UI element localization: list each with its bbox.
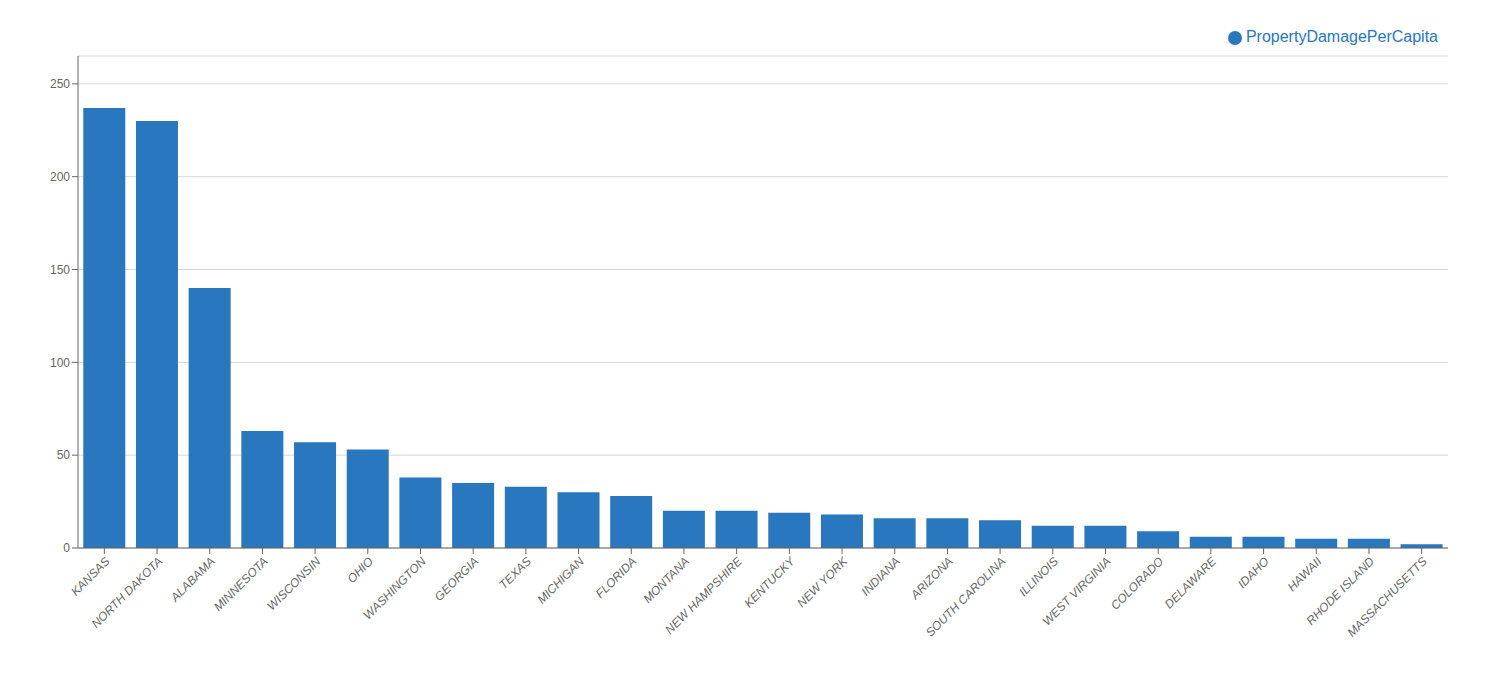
svg-text:WASHINGTON: WASHINGTON	[361, 554, 429, 622]
svg-text:HAWAII: HAWAII	[1285, 554, 1325, 594]
svg-text:INDIANA: INDIANA	[859, 554, 903, 598]
svg-text:DELAWARE: DELAWARE	[1162, 554, 1220, 612]
svg-text:COLORADO: COLORADO	[1108, 554, 1166, 612]
svg-text:TEXAS: TEXAS	[496, 554, 534, 592]
svg-text:WISCONSIN: WISCONSIN	[264, 554, 323, 613]
svg-text:KANSAS: KANSAS	[68, 554, 112, 598]
svg-text:150: 150	[50, 263, 70, 277]
svg-text:MASSACHUSETTS: MASSACHUSETTS	[1344, 554, 1429, 639]
svg-text:0: 0	[63, 541, 70, 555]
svg-text:RHODE ISLAND: RHODE ISLAND	[1303, 554, 1378, 628]
svg-text:NEW HAMPSHIRE: NEW HAMPSHIRE	[662, 554, 745, 637]
svg-text:MINNESOTA: MINNESOTA	[211, 554, 271, 614]
svg-text:ALABAMA: ALABAMA	[167, 554, 218, 605]
svg-text:SOUTH CAROLINA: SOUTH CAROLINA	[923, 554, 1008, 639]
svg-text:KENTUCKY: KENTUCKY	[741, 554, 798, 611]
svg-text:OHIO: OHIO	[344, 554, 376, 586]
svg-text:FLORIDA: FLORIDA	[593, 554, 640, 601]
svg-text:MICHIGAN: MICHIGAN	[534, 554, 587, 607]
svg-text:50: 50	[57, 448, 71, 462]
svg-text:IDAHO: IDAHO	[1235, 554, 1272, 591]
svg-text:200: 200	[50, 170, 70, 184]
html-text:PropertyDamagePerCapita: PropertyDamagePerCapita	[1245, 28, 1438, 45]
svg-text:NORTH DAKOTA: NORTH DAKOTA	[89, 554, 166, 631]
svg-text:WEST VIRGINIA: WEST VIRGINIA	[1040, 554, 1114, 628]
svg-text:MONTANA: MONTANA	[640, 554, 692, 606]
svg-text:250: 250	[50, 77, 70, 91]
svg-text:GEORGIA: GEORGIA	[432, 554, 482, 604]
svg-text:NEW YORK: NEW YORK	[794, 554, 851, 611]
svg-text:ARIZONA: ARIZONA	[907, 554, 955, 602]
svg-text:ILLINOIS: ILLINOIS	[1016, 554, 1061, 599]
svg-text:100: 100	[50, 356, 70, 370]
